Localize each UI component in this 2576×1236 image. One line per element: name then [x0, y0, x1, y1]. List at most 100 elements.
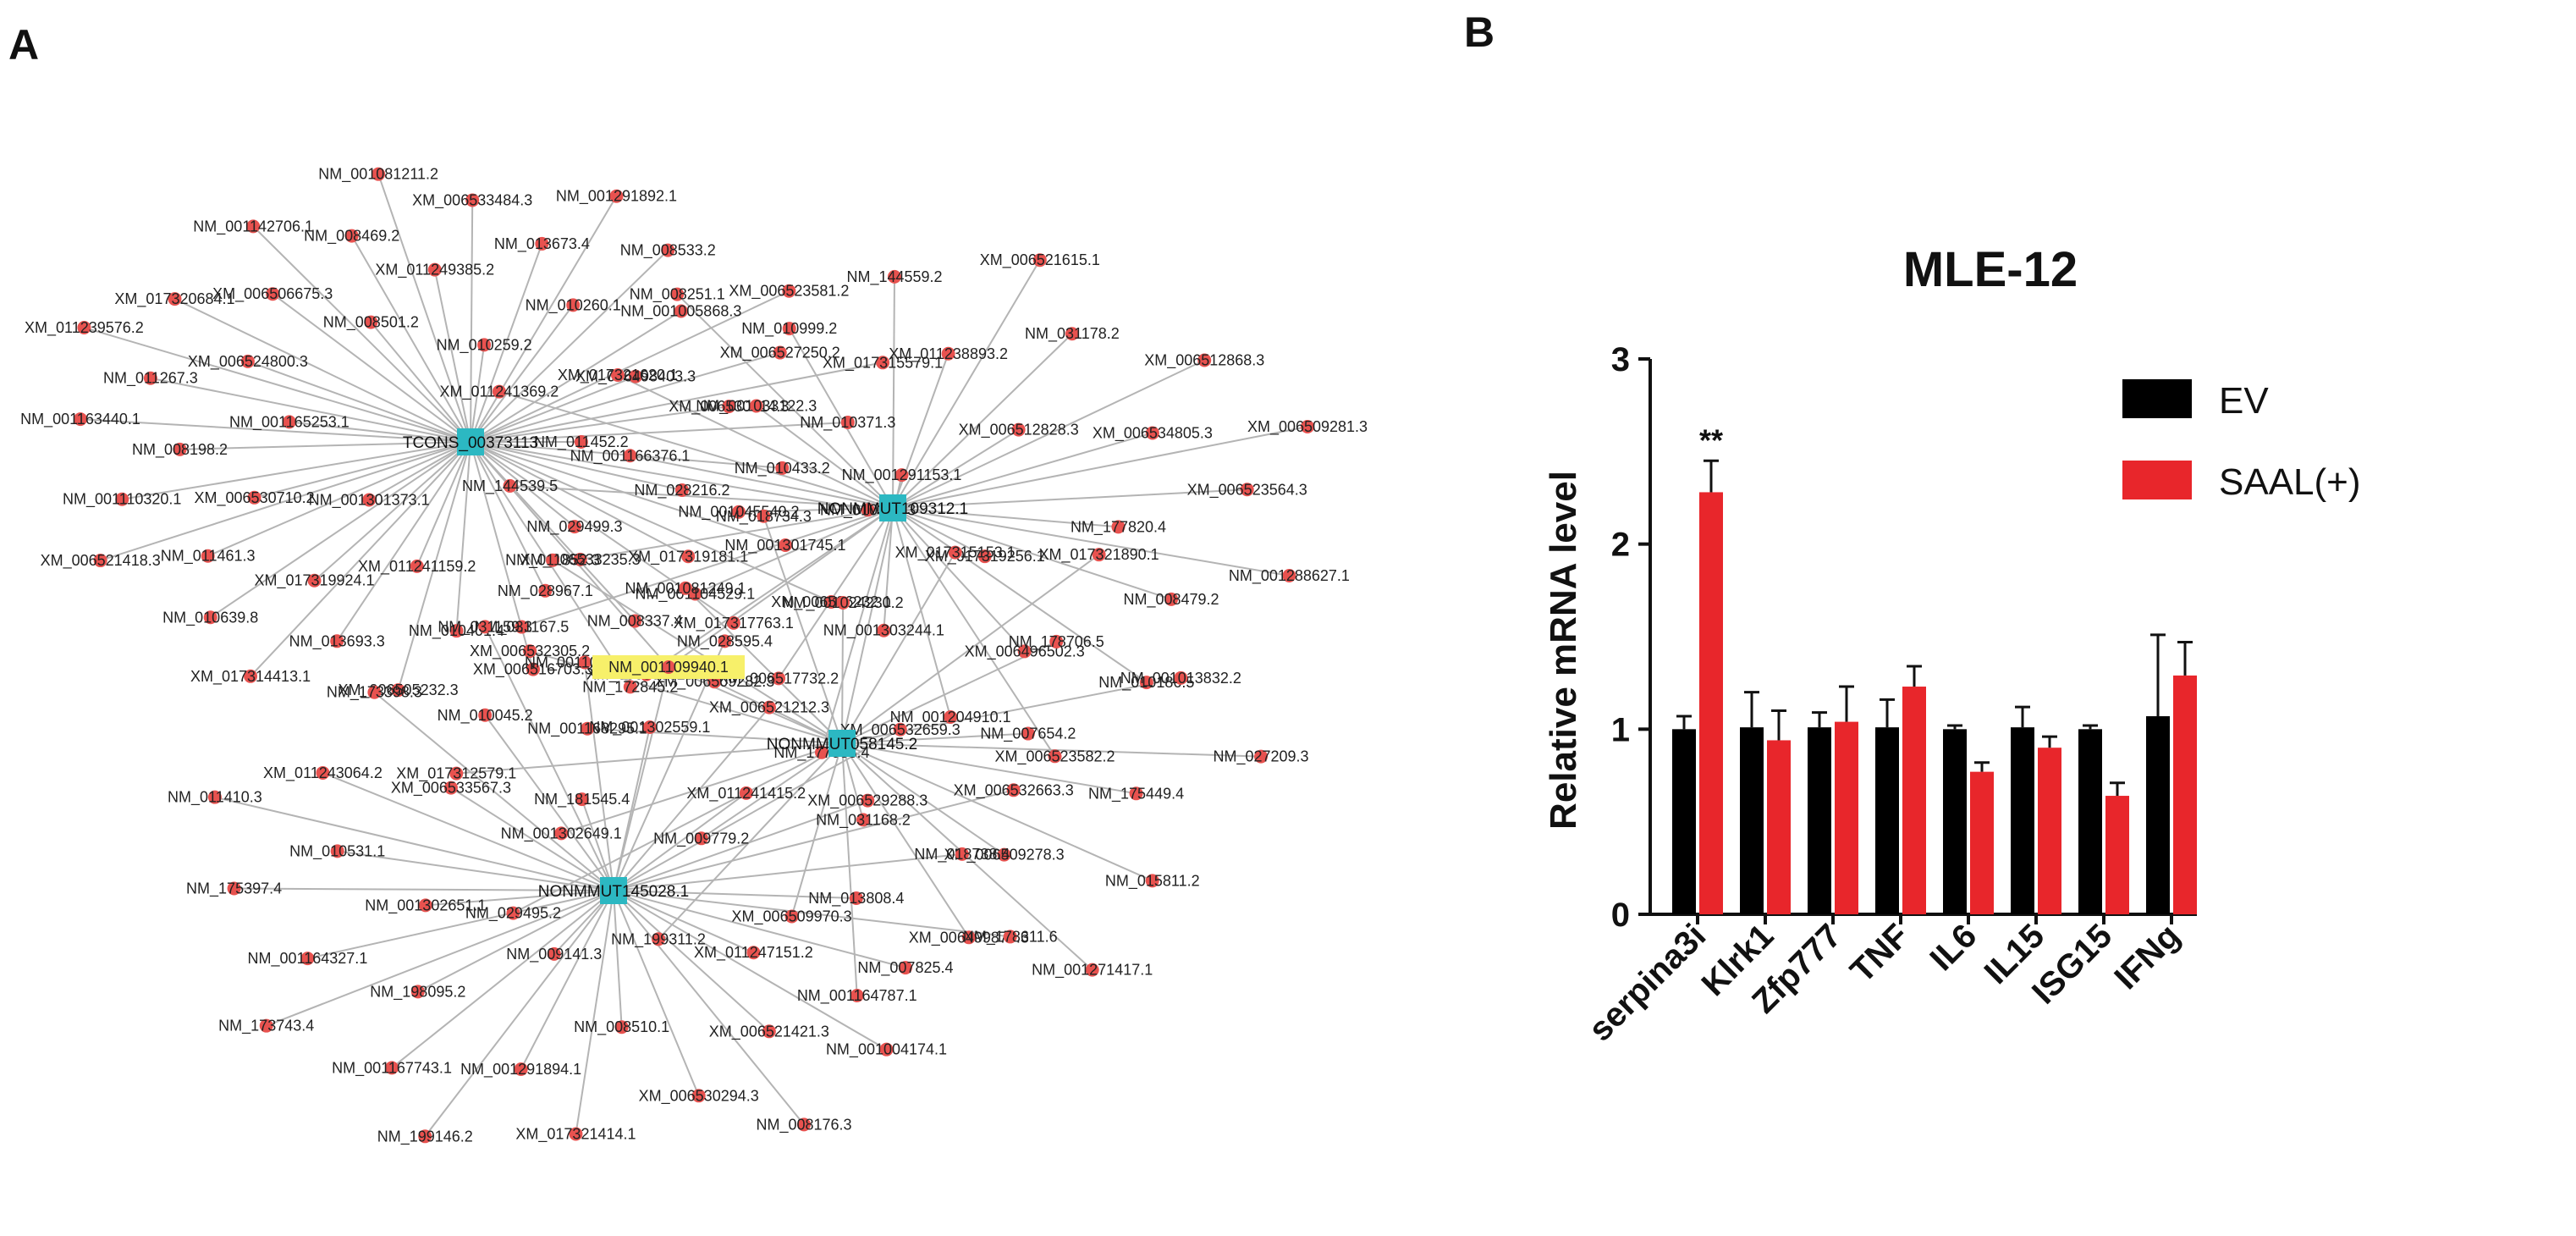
network-leaf-node — [749, 399, 763, 413]
network-leaf-node — [944, 709, 958, 724]
network-leaf-node — [757, 509, 771, 523]
network-hub-node — [828, 730, 856, 757]
network-leaf-node — [535, 236, 549, 251]
network-leaf-label: XM_006509281.3 — [1247, 418, 1368, 436]
network-leaf-node — [449, 766, 464, 781]
network-leaf-node — [410, 985, 425, 999]
network-leaf-node — [503, 478, 517, 493]
network-leaf-label: NM_173743.4 — [218, 1018, 314, 1035]
network-edge — [613, 890, 888, 1051]
network-leaf-node — [856, 813, 870, 827]
network-edge — [370, 321, 471, 443]
network-edge — [210, 441, 471, 619]
network-leaf-node — [1065, 327, 1079, 341]
network-leaf-node — [775, 461, 790, 475]
network-leaf-node — [652, 932, 666, 946]
network-edge — [790, 742, 843, 917]
network-leaf-label: XM_017320684.1 — [114, 290, 234, 308]
network-edge — [498, 390, 894, 509]
network-leaf-label: NM_008479.2 — [1123, 591, 1219, 609]
network-hub-node — [600, 877, 627, 904]
network-leaf-label: NM_010999.2 — [741, 320, 837, 338]
network-edge — [470, 290, 790, 443]
network-edge — [892, 359, 1205, 509]
network-leaf-node — [385, 1061, 399, 1075]
network-leaf-label: NM_008469.2 — [304, 228, 399, 246]
network-leaf-node — [569, 1127, 583, 1141]
x-tick-label: TNF — [1843, 917, 1916, 990]
network-leaf-label: NM_009779.2 — [653, 830, 749, 847]
bar-serpina3i-EV — [1672, 729, 1696, 914]
network-leaf-label: NM_178706.5 — [1009, 633, 1104, 651]
network-edge — [892, 507, 1119, 528]
network-edge — [433, 269, 471, 443]
network-leaf-label: NM_181545.4 — [534, 791, 630, 808]
network-leaf-label: NM_001291892.1 — [556, 188, 677, 206]
network-leaf-label: XM_006534805.3 — [1093, 424, 1213, 442]
network-edge — [509, 484, 894, 509]
network-leaf-label: NM_001168295.1 — [527, 720, 647, 738]
network-edge — [613, 666, 669, 891]
legend-swatch-EV — [2122, 379, 2192, 418]
network-leaf-node — [391, 683, 405, 698]
network-leaf-label: XM_011241415.2 — [686, 785, 806, 803]
network-leaf-label: XM_006498403.3 — [575, 368, 696, 386]
network-edge — [630, 455, 894, 509]
network-leaf-node — [894, 468, 909, 483]
network-leaf-node — [746, 946, 761, 960]
network-leaf-node — [691, 1089, 706, 1103]
network-edge — [892, 426, 1308, 509]
network-hub-label: TCONS_00373113 — [403, 434, 538, 452]
network-edge — [174, 298, 471, 443]
network-leaf-node — [526, 662, 540, 676]
network-edge — [617, 374, 894, 509]
network-leaf-node — [418, 898, 432, 913]
network-leaf-label: NM_010045.2 — [438, 707, 533, 725]
network-leaf-label: XM_011243064.2 — [263, 764, 383, 782]
network-leaf-label: NM_013673.4 — [494, 235, 590, 253]
network-leaf-node — [259, 1018, 273, 1033]
network-leaf-label: XM_006499873.3 — [909, 929, 1029, 946]
network-leaf-node — [1111, 520, 1126, 534]
network-edge — [580, 507, 894, 560]
network-leaf-node — [893, 722, 907, 737]
network-edge — [470, 243, 543, 443]
network-leaf-label: NM_001005868.3 — [620, 303, 741, 321]
network-leaf-label: NM_013693.3 — [289, 632, 385, 650]
network-leaf-node — [784, 909, 799, 924]
network-leaf-label: NM_001164327.1 — [248, 950, 368, 968]
network-leaf-label: XM_017321890.1 — [1039, 546, 1159, 564]
network-leaf-label: XM_006530710.2 — [195, 489, 315, 507]
network-leaf-label: XM_006509278.3 — [944, 847, 1065, 864]
network-edge — [581, 798, 614, 891]
network-edge — [470, 441, 832, 603]
network-edge — [841, 641, 1057, 744]
network-leaf-label: XM_011239576.2 — [25, 319, 144, 337]
network-leaf-node — [849, 891, 863, 905]
network-edge — [373, 691, 614, 891]
network-leaf-node — [1254, 749, 1269, 764]
network-leaf-node — [623, 449, 637, 463]
network-leaf-label: NM_001164787.1 — [797, 987, 917, 1005]
network-edge — [470, 441, 868, 511]
network-edge — [892, 507, 986, 558]
network-leaf-node — [948, 545, 962, 560]
network-edge — [613, 853, 962, 891]
network-edge — [613, 890, 805, 1125]
network-leaf-label: NM_007825.4 — [857, 959, 953, 977]
network-leaf-node — [731, 505, 746, 519]
network-leaf-label: NM_010433.2 — [735, 460, 830, 477]
highlight-node-label: NM_001109940.1 — [608, 659, 729, 676]
network-edge — [778, 507, 894, 679]
network-leaf-node — [1145, 426, 1159, 440]
network-leaf-label: XM_017315153.1 — [895, 544, 1016, 562]
panel-b-label: B — [1464, 8, 1494, 56]
network-edge — [892, 488, 1247, 509]
network-leaf-label: XM_006533484.3 — [412, 191, 532, 209]
bar-Klrk1-SAAL(+) — [1767, 740, 1791, 914]
network-leaf-label: XM_017317763.1 — [674, 615, 794, 632]
network-edge — [84, 327, 471, 443]
network-edge — [892, 353, 949, 509]
network-edge — [470, 200, 474, 443]
network-leaf-label: NM_013808.4 — [808, 890, 904, 908]
